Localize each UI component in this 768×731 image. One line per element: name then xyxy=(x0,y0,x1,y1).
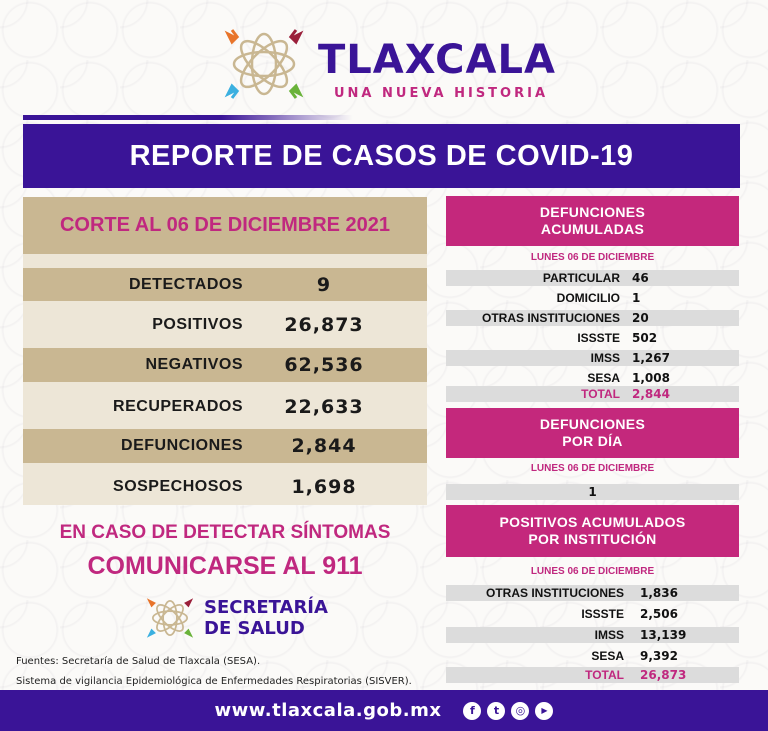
row-label: OTRAS INSTITUCIONES xyxy=(485,586,624,600)
social-links: f t ◎ ▶ xyxy=(463,701,554,720)
stat-value: 2,844 xyxy=(291,435,357,457)
table-row-total: TOTAL 26,873 xyxy=(446,667,739,683)
row-label: SESA xyxy=(587,371,620,385)
stat-row-detectados: DETECTADOS 9 xyxy=(23,268,427,301)
twitter-icon[interactable]: t xyxy=(487,701,506,720)
table-row: ISSSTE 502 xyxy=(446,330,739,346)
call-911: COMUNICARSE AL 911 xyxy=(87,552,363,580)
row-value: 13,139 xyxy=(640,628,687,642)
facebook-icon[interactable]: f xyxy=(463,701,482,720)
header-line2: ACUMULADAS xyxy=(540,221,645,237)
row-value: 1,836 xyxy=(640,586,678,600)
stat-label: DEFUNCIONES xyxy=(121,437,243,454)
table-row: SESA 1,008 xyxy=(446,370,739,386)
row-label: SESA xyxy=(591,649,624,663)
decorative-bar xyxy=(23,115,353,120)
website-link[interactable]: www.tlaxcala.gob.mx xyxy=(214,700,442,721)
table-row: IMSS 1,267 xyxy=(446,350,739,366)
row-label: DOMICILIO xyxy=(556,291,620,305)
table-row: PARTICULAR 46 xyxy=(446,270,739,286)
secretaria-line2: DE SALUD xyxy=(204,618,305,639)
stat-row-positivos: POSITIVOS 26,873 xyxy=(23,305,427,345)
positives-by-institution-date: LUNES 06 DE DICIEMBRE xyxy=(530,566,655,577)
row-value: 2,506 xyxy=(640,607,678,621)
stat-label: SOSPECHOSOS xyxy=(113,478,243,495)
row-label: TOTAL xyxy=(581,387,620,401)
symptoms-warning: EN CASO DE DETECTAR SÍNTOMAS xyxy=(59,522,391,543)
row-value: 46 xyxy=(632,271,649,285)
summary-panel: CORTE AL 06 DE DICIEMBRE 2021 DETECTADOS… xyxy=(23,197,427,505)
secretaria-de-salud-label: SECRETARÍA DE SALUD xyxy=(204,597,328,639)
table-row: SESA 9,392 xyxy=(446,648,739,664)
stat-value: 26,873 xyxy=(284,314,364,336)
row-value: 1,008 xyxy=(632,371,670,385)
deaths-per-day-value: 1 xyxy=(446,484,739,500)
stat-value: 62,536 xyxy=(284,354,364,376)
secretaria-line1: SECRETARÍA xyxy=(204,597,328,618)
cutoff-label: CORTE AL 06 DE DICIEMBRE 2021 xyxy=(59,214,391,236)
footer: www.tlaxcala.gob.mx f t ◎ ▶ xyxy=(0,690,768,731)
stat-label: POSITIVOS xyxy=(152,316,243,333)
stat-row-sospechosos: SOSPECHOSOS 1,698 xyxy=(23,469,427,505)
row-label: OTRAS INSTITUCIONES xyxy=(481,311,620,325)
table-row: ISSSTE 2,506 xyxy=(446,606,739,622)
stat-label: RECUPERADOS xyxy=(113,398,243,415)
table-row-total: TOTAL 2,844 xyxy=(446,386,739,402)
report-title: REPORTE DE CASOS DE COVID-19 xyxy=(129,139,634,172)
stat-value: 22,633 xyxy=(284,396,364,418)
cutoff-header: CORTE AL 06 DE DICIEMBRE 2021 xyxy=(23,197,427,254)
row-label: ISSSTE xyxy=(581,607,624,621)
sources: Fuentes: Secretaría de Salud de Tlaxcala… xyxy=(16,652,412,692)
deaths-per-day-date: LUNES 06 DE DICIEMBRE xyxy=(530,463,655,474)
table-row: OTRAS INSTITUCIONES 20 xyxy=(446,310,739,326)
table-row: DOMICILIO 1 xyxy=(446,290,739,306)
flower-emblem-icon xyxy=(224,29,304,99)
stat-row-defunciones: DEFUNCIONES 2,844 xyxy=(23,429,427,463)
brand-subtitle: UNA NUEVA HISTORIA xyxy=(334,86,549,101)
row-value: 1 xyxy=(632,291,641,305)
row-value: 1,267 xyxy=(632,351,670,365)
row-label: IMSS xyxy=(590,351,620,365)
source-line-2: Sistema de vigilancia Epidemiológica de … xyxy=(16,676,412,687)
report-banner: REPORTE DE CASOS DE COVID-19 xyxy=(23,124,740,188)
deaths-per-day-header: DEFUNCIONES POR DÍA xyxy=(446,408,739,458)
row-value: 26,873 xyxy=(640,668,687,682)
brand-title: TLAXCALA xyxy=(318,37,556,83)
header-line2: POR INSTITUCIÓN xyxy=(528,531,657,547)
row-value: 502 xyxy=(632,331,658,345)
row-value: 9,392 xyxy=(640,649,678,663)
stat-value: 1,698 xyxy=(291,476,357,498)
stat-label: DETECTADOS xyxy=(128,275,243,293)
youtube-icon[interactable]: ▶ xyxy=(535,701,554,720)
source-line-1: Fuentes: Secretaría de Salud de Tlaxcala… xyxy=(16,656,261,667)
stat-value: 9 xyxy=(316,273,332,296)
row-label: ISSSTE xyxy=(577,331,620,345)
stat-label: NEGATIVOS xyxy=(145,356,243,373)
header-line1: POSITIVOS ACUMULADOS xyxy=(499,514,686,530)
stat-row-negativos: NEGATIVOS 62,536 xyxy=(23,348,427,382)
row-label: IMSS xyxy=(594,628,624,642)
row-value: 2,844 xyxy=(632,387,670,401)
table-row: OTRAS INSTITUCIONES 1,836 xyxy=(446,585,739,601)
deaths-accumulated-header: DEFUNCIONES ACUMULADAS xyxy=(446,196,739,246)
header-line1: DEFUNCIONES xyxy=(539,204,646,220)
header-line2: POR DÍA xyxy=(562,433,623,449)
stat-row-recuperados: RECUPERADOS 22,633 xyxy=(23,387,427,427)
secretaria-logo-icon xyxy=(146,598,194,638)
row-label: PARTICULAR xyxy=(542,271,620,285)
row-label: TOTAL xyxy=(585,668,624,682)
header-line1: DEFUNCIONES xyxy=(539,416,646,432)
table-row: IMSS 13,139 xyxy=(446,627,739,643)
instagram-icon[interactable]: ◎ xyxy=(511,701,530,720)
positives-by-institution-header: POSITIVOS ACUMULADOS POR INSTITUCIÓN xyxy=(446,505,739,557)
row-value: 20 xyxy=(632,311,649,325)
deaths-accumulated-date: LUNES 06 DE DICIEMBRE xyxy=(530,252,655,263)
